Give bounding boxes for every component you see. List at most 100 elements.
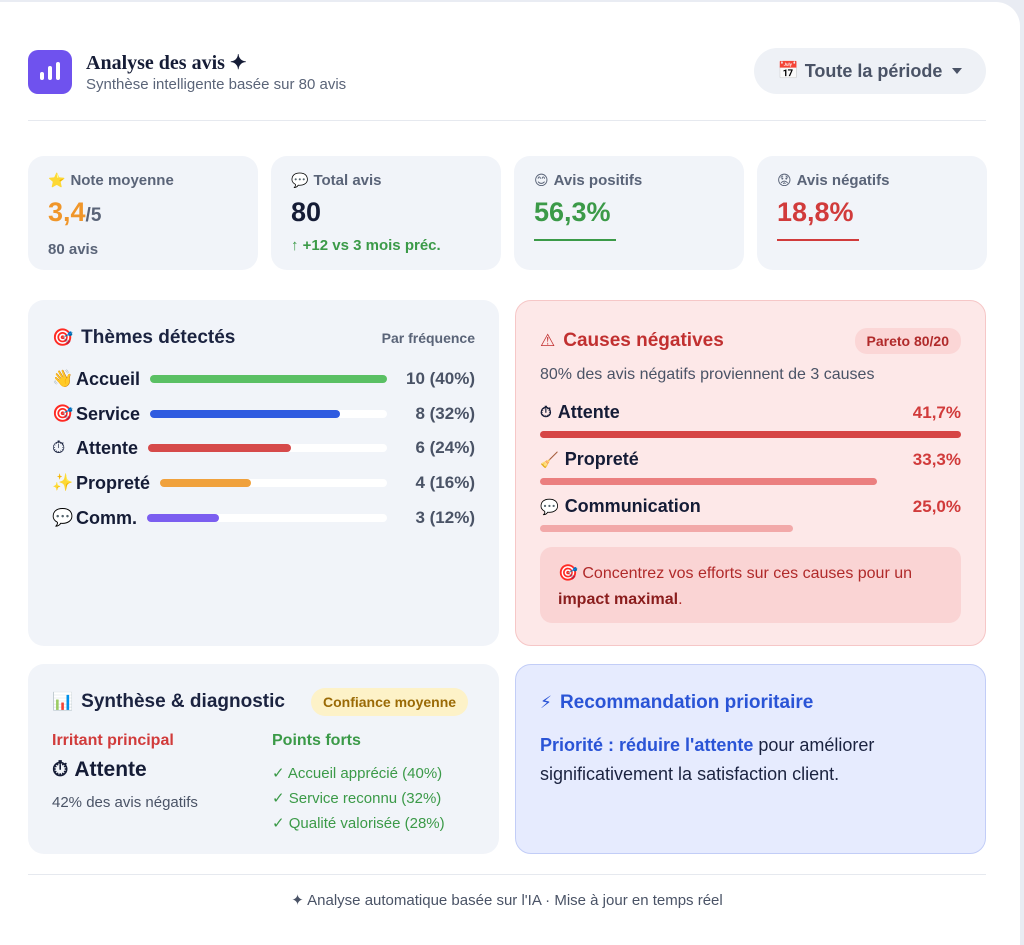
synthesis-title: Synthèse & diagnostic [81,691,285,712]
cause-row-proprete: 🧹 Propreté 33,3% [540,449,961,485]
theme-bar-fill [148,444,292,452]
speech-bubble-icon: 💬 [52,508,74,527]
period-dropdown[interactable]: 📅 Toute la période [754,48,986,94]
star-icon: ⭐ [48,172,66,188]
kpi-value: 18,8% [777,197,854,227]
cause-bar [540,478,877,485]
theme-bar-track [160,479,387,487]
kpi-label: Avis négatifs [796,172,890,189]
irritant-label: Irritant principal [52,732,174,749]
advice-box: 🎯 Concentrez vos efforts sur ces causes … [540,547,961,623]
header-divider [28,120,986,121]
cause-bar [540,431,961,438]
theme-bar-fill [150,410,340,418]
irritant-subtext: 42% des avis négatifs [52,794,198,811]
page-subtitle: Synthèse intelligente basée sur 80 avis [86,76,347,93]
theme-name: Service [76,403,141,424]
themes-sort-hint: Par fréquence [381,330,475,346]
kpi-negative-reviews: 😟 Avis négatifs 18,8% [757,156,987,270]
period-label: Toute la période [804,60,943,81]
kpi-underline [534,239,616,241]
cause-percent: 33,3% [912,449,961,469]
kpi-trend: ↑ +12 vs 3 mois préc. [291,237,441,254]
theme-name: Propreté [76,472,151,493]
causes-lead: 80% des avis négatifs proviennent de 3 c… [540,366,875,383]
theme-bar-track [150,375,387,383]
pareto-badge: Pareto 80/20 [854,328,961,354]
bar-chart-icon: 📊 [52,692,74,711]
theme-row-service: 🎯 Service 8 (32%) [52,402,475,426]
list-item: ✓ Service reconnu (32%) [272,790,442,807]
strengths-list: ✓ Accueil apprécié (40%) ✓ Service recon… [272,761,445,836]
kpi-value: 80 [291,197,322,227]
negative-causes-panel: ⚠ Causes négatives Pareto 80/20 80% des a… [515,300,986,646]
kpi-value: 56,3% [534,197,611,227]
theme-bar-fill [160,479,251,487]
stopwatch-icon: ⏱ [52,438,66,457]
sparkles-icon: ✨ [52,473,74,492]
theme-value: 3 (12%) [415,508,475,527]
broom-icon: 🧹 [540,451,559,469]
theme-value: 4 (16%) [415,473,475,492]
cause-percent: 25,0% [912,496,961,516]
advice-emphasis: impact maximal [558,591,679,608]
footer-divider [28,874,986,875]
stopwatch-icon: ⏱ [540,404,552,421]
kpi-label: Total avis [313,172,382,189]
theme-bar-track [147,514,387,522]
target-icon: 🎯 [52,404,74,423]
chevron-down-icon [952,68,963,74]
cause-name: Attente [557,402,620,422]
cause-percent: 41,7% [912,402,961,422]
theme-name: Attente [76,437,138,458]
smile-icon: 😊 [534,172,549,188]
theme-row-communication: 💬 Comm. 3 (12%) [52,506,475,530]
footer-note: ✦ Analyse automatique basée sur l'IA · M… [291,892,723,909]
themes-title: Thèmes détectés [81,327,236,348]
theme-name: Comm. [76,507,138,528]
theme-bar-track [150,410,387,418]
advice-end: . [678,591,683,608]
calendar-icon: 📅 [777,61,799,80]
kpi-total-reviews: 💬 Total avis 80 ↑ +12 vs 3 mois préc. [271,156,501,270]
kpi-label: Avis positifs [553,172,643,189]
advice-text: Concentrez vos efforts sur ces causes po… [582,565,913,582]
theme-row-proprete: ✨ Propreté 4 (16%) [52,471,475,495]
theme-row-attente: ⏱ Attente 6 (24%) [52,436,475,460]
target-icon: 🎯 [52,328,74,347]
recommendation-title: Recommandation prioritaire [559,692,814,713]
kpi-positive-reviews: 😊 Avis positifs 56,3% [514,156,744,270]
lightning-icon: ⚡ [540,693,552,712]
page-title: Analyse des avis ✦ [86,52,247,74]
list-item: ✓ Accueil apprécié (40%) [272,765,443,782]
cause-name: Propreté [564,449,639,469]
cause-row-attente: ⏱ Attente 41,7% [540,402,961,438]
kpi-footer: 80 avis [48,241,99,258]
synthesis-panel: 📊 Synthèse & diagnostic Confiance moyenne… [28,664,499,854]
list-item: ✓ Qualité valorisée (28%) [272,815,445,832]
strengths-label: Points forts [272,732,361,749]
stopwatch-icon: ⏱ [52,758,69,781]
target-icon: 🎯 [558,565,578,582]
recommendation-panel: ⚡ Recommandation prioritaire Priorité : r… [515,664,986,854]
kpi-suffix: /5 [85,205,102,226]
theme-value: 10 (40%) [406,369,475,388]
cause-row-communication: 💬 Communication 25,0% [540,496,961,532]
speech-bubble-icon: 💬 [540,498,559,516]
wave-icon: 👋 [52,369,74,388]
theme-bar-fill [150,375,387,383]
kpi-value: 3,4 [48,197,86,227]
theme-bar-fill [147,514,219,522]
kpi-label: Note moyenne [70,172,174,189]
confidence-badge: Confiance moyenne [311,688,469,716]
theme-value: 6 (24%) [415,438,475,457]
theme-row-accueil: 👋 Accueil 10 (40%) [52,367,475,391]
theme-name: Accueil [76,368,141,389]
themes-panel: 🎯 Thèmes détectés Par fréquence 👋 Accueil… [28,300,499,646]
speech-bubble-icon: 💬 [291,172,309,188]
worried-face-icon: 😟 [777,172,792,188]
recommendation-emphasis: Priorité : réduire l'attente [540,735,754,755]
recommendation-text: Priorité : réduire l'attente pour amélio… [540,731,960,789]
cause-bar [540,525,793,532]
